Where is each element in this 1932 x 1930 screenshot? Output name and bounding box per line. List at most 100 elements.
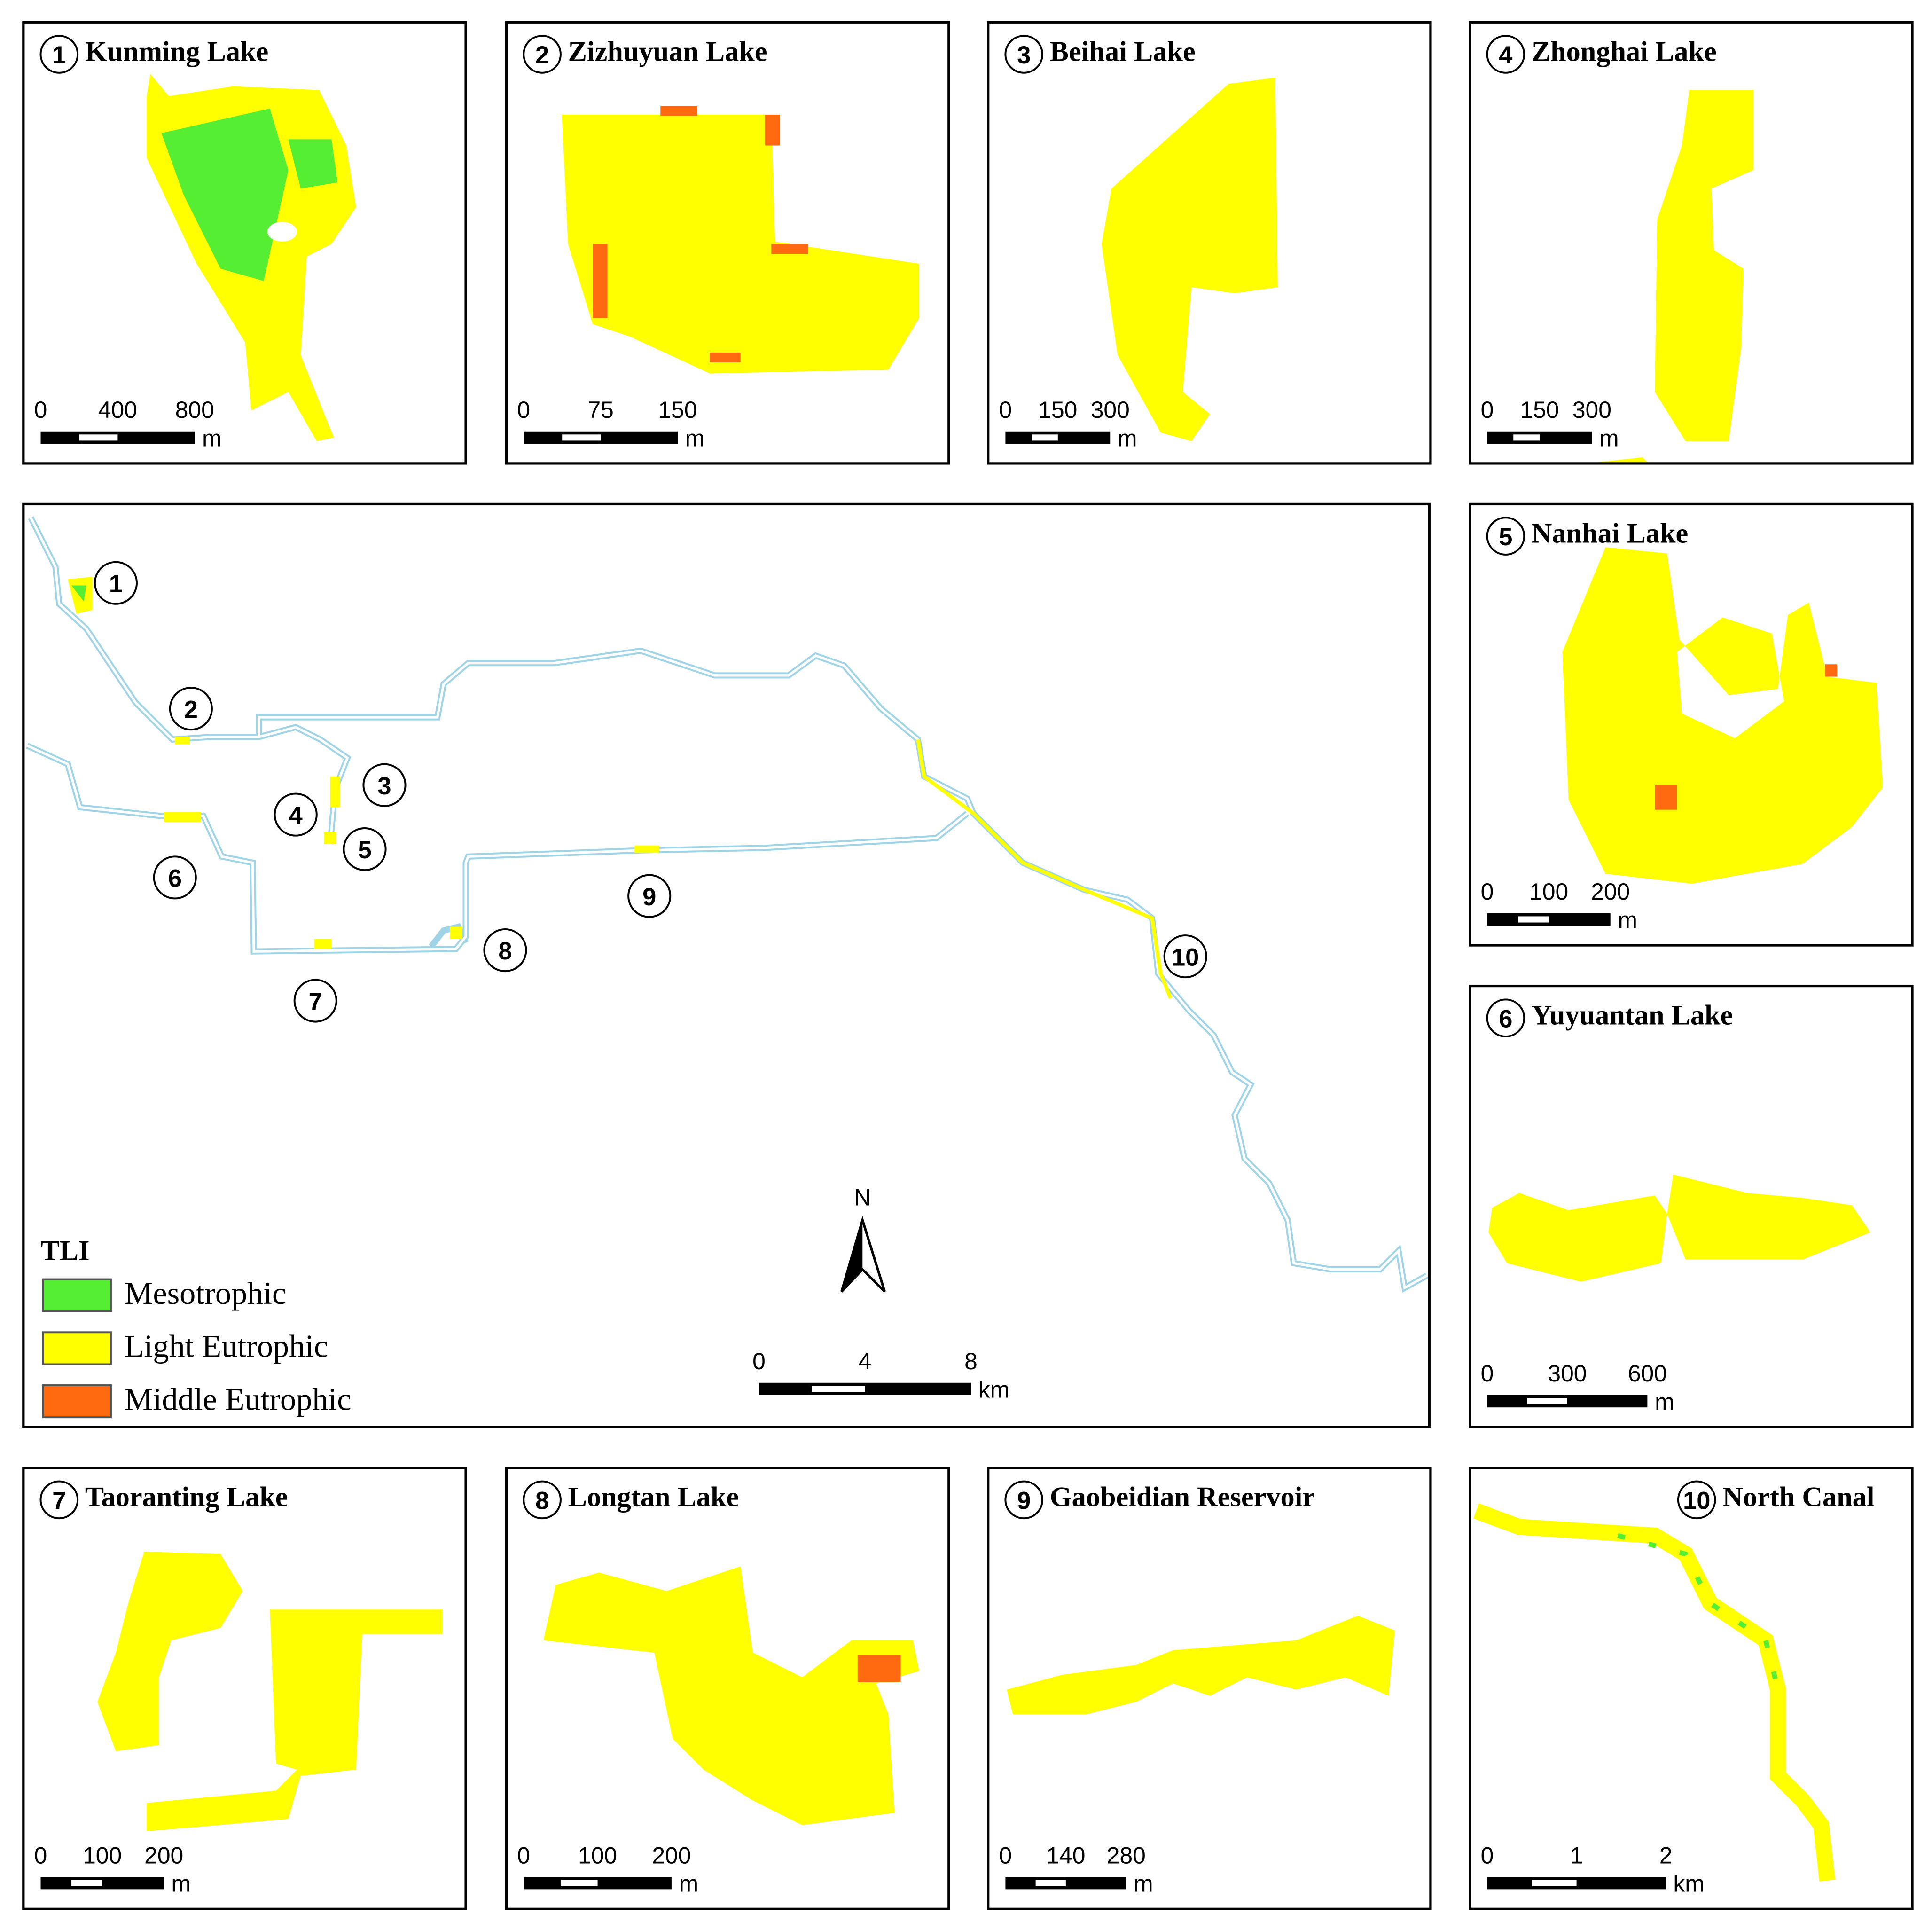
scale-unit: m [1618, 907, 1637, 933]
scale-label: 0 [1481, 1842, 1494, 1868]
marker-number: 10 [1683, 1487, 1710, 1514]
number-marker [523, 1480, 562, 1520]
lake-area [1101, 78, 1278, 441]
number-marker [293, 979, 337, 1023]
scale-label: 280 [1107, 1842, 1146, 1868]
scale-bar-segment [562, 434, 601, 441]
lake-area [916, 739, 1173, 999]
number-marker [1004, 1480, 1044, 1520]
lake-area [1655, 785, 1677, 810]
lake-area [97, 1551, 243, 1751]
lake-shapes [25, 74, 1883, 1882]
scale-unit: km [978, 1376, 1009, 1403]
marker-number: 1 [109, 571, 123, 598]
panel-title: Taoranting Lake [85, 1482, 288, 1513]
scale-unit: m [1134, 1871, 1153, 1897]
panel-title: North Canal [1722, 1482, 1874, 1513]
marker-number: 5 [1499, 524, 1512, 551]
number-marker [483, 928, 527, 973]
scale-label: 300 [1091, 397, 1130, 423]
scale-label: 100 [1529, 879, 1568, 905]
lake-area [1587, 457, 1649, 463]
legend-label: Light Eutrophic [125, 1328, 328, 1364]
lake-area [324, 832, 336, 845]
marker-number: 8 [498, 938, 512, 965]
scale-unit: m [1118, 425, 1137, 451]
number-marker [1677, 1480, 1716, 1520]
lake-area [257, 649, 1428, 1290]
lake-area [1824, 664, 1838, 677]
scale-label: 800 [175, 397, 214, 423]
number-marker [1163, 934, 1207, 979]
taoranting-lake-map [97, 1551, 443, 1832]
scale-label: 600 [1628, 1360, 1667, 1387]
panel-title: Zhonghai Lake [1532, 36, 1717, 67]
scale-label: 300 [1572, 397, 1611, 423]
number-marker [39, 1480, 79, 1520]
north-label: N [854, 1184, 871, 1210]
scale-unit: m [679, 1871, 698, 1897]
scale-bar-segment [812, 1386, 865, 1392]
marker-number: 10 [1172, 944, 1199, 971]
lake-area [562, 114, 919, 374]
kunming-lake-map [146, 74, 356, 441]
scale-label: 4 [859, 1348, 872, 1374]
marker-number: 3 [377, 773, 391, 800]
panel-frame [505, 21, 950, 465]
panel-frame [1469, 21, 1914, 465]
scale-label: 0 [999, 1842, 1012, 1868]
marker-number: 8 [535, 1487, 549, 1514]
panel-title: Yuyuantan Lake [1532, 1000, 1733, 1031]
number-marker [39, 35, 79, 74]
panel-title: Longtan Lake [568, 1482, 739, 1513]
legend-title: TLI [41, 1235, 90, 1266]
number-marker [169, 687, 213, 731]
gaobeidian-reservoir-map [1007, 1616, 1395, 1715]
scale-label: 300 [1548, 1360, 1587, 1387]
longtan-lake-map [543, 1566, 919, 1826]
legend-swatch [42, 1331, 112, 1365]
beihai-lake-map [1101, 78, 1278, 441]
number-marker [362, 763, 407, 807]
scale-unit: m [202, 425, 221, 451]
lake-area [660, 106, 697, 116]
scale-label: 150 [1520, 397, 1559, 423]
lake-area [1617, 1533, 1781, 1690]
lake-area [449, 926, 462, 939]
scale-label: 75 [587, 397, 613, 423]
scale-unit: m [171, 1871, 190, 1897]
marker-number: 7 [52, 1487, 66, 1514]
scale-label: 1 [1570, 1842, 1583, 1868]
marker-number: 6 [1499, 1005, 1512, 1033]
lake-area [256, 647, 1429, 1293]
zizhuyuan-lake-map [562, 106, 919, 374]
legend-swatch [42, 1384, 112, 1419]
marker-number: 9 [1017, 1487, 1031, 1514]
legend-label: Mesotrophic [125, 1275, 287, 1311]
number-marker [1486, 35, 1525, 74]
lake-area [30, 517, 349, 845]
number-marker [1004, 35, 1044, 74]
lake-area [330, 776, 340, 808]
marker-number: 6 [168, 865, 182, 892]
number-marker [343, 827, 387, 871]
scale-label: 0 [34, 397, 47, 423]
number-marker [627, 874, 672, 918]
marker-number: 1 [52, 42, 66, 69]
marker-number: 7 [309, 989, 322, 1016]
lake-area [1655, 90, 1753, 441]
lake-area [161, 108, 289, 281]
scale-bar-segment [1518, 916, 1549, 923]
number-marker [523, 35, 562, 74]
scale-label: 0 [1481, 397, 1494, 423]
lake-area [771, 244, 808, 254]
scale-label: 0 [1481, 879, 1494, 905]
scale-unit: m [685, 425, 704, 451]
marker-number: 2 [184, 696, 198, 723]
lake-area [288, 139, 338, 189]
panel-frame [22, 1467, 467, 1910]
scale-label: 200 [1591, 879, 1630, 905]
nanhai-lake-map [1562, 547, 1883, 884]
